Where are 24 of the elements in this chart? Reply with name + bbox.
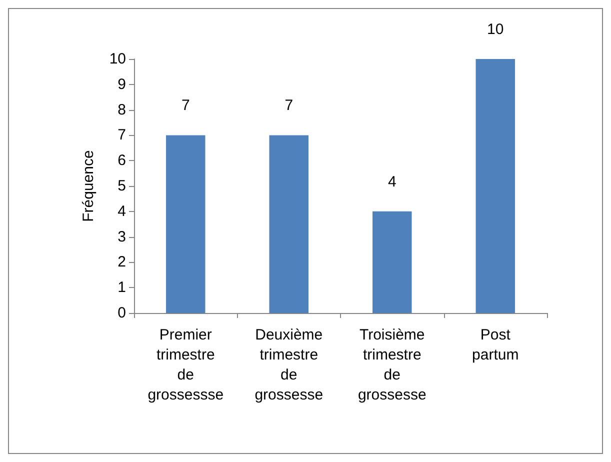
data-label: 4: [388, 173, 396, 190]
data-label: 10: [487, 21, 504, 38]
x-tick-label: Post partum: [472, 326, 519, 364]
y-tick-label: 9: [118, 76, 126, 93]
bar: [166, 135, 206, 313]
y-tick-label: 4: [118, 202, 126, 220]
data-label: 7: [181, 97, 190, 114]
y-tick-label: 6: [118, 152, 126, 170]
y-tick-label: 1: [118, 279, 126, 296]
bar: [269, 135, 308, 313]
x-tick-label: Deuxième trimestre de grossesse: [254, 326, 324, 404]
y-tick-label: 8: [118, 101, 126, 118]
y-tick-label: 2: [118, 254, 126, 271]
y-tick-label: 3: [118, 228, 126, 246]
x-tick-label: Troisième trimestre de grossesse: [358, 326, 426, 404]
y-tick-label: 7: [118, 126, 126, 144]
bar: [372, 211, 412, 313]
y-tick-label: 10: [109, 50, 126, 68]
y-tick-label: 5: [118, 178, 126, 194]
y-tick-label: 0: [118, 304, 126, 322]
y-axis-title: Fréquence: [80, 150, 97, 222]
x-tick-label: Premier trimestre de grossessse: [148, 326, 224, 404]
bar: [476, 59, 515, 313]
data-label: 7: [284, 97, 294, 114]
